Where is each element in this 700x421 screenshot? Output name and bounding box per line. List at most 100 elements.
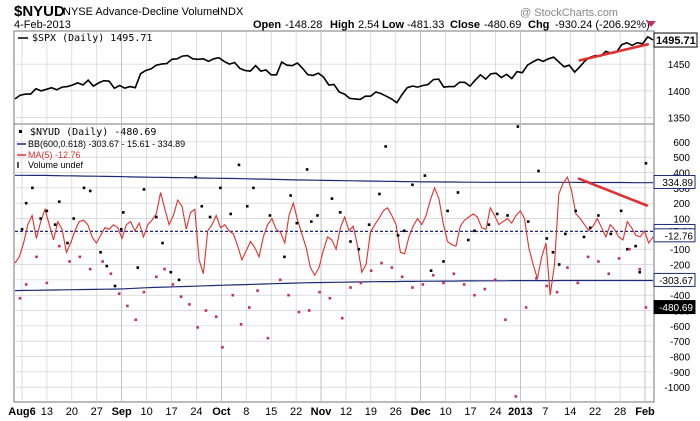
up-volume-dot <box>72 217 76 220</box>
up-volume-dot <box>208 215 212 219</box>
up-volume-dot <box>396 234 400 237</box>
x-axis-label: 28 <box>614 406 626 418</box>
exchange-label: INDX <box>217 6 244 18</box>
down-volume-dot <box>134 318 137 322</box>
up-volume-dot <box>177 278 181 282</box>
up-volume-dot <box>305 168 309 171</box>
down-volume-dot <box>256 289 259 292</box>
down-volume-dot <box>597 260 600 263</box>
x-axis-label: Dec <box>411 406 431 418</box>
down-volume-dot <box>452 272 456 276</box>
down-volume-dot <box>239 323 243 326</box>
down-volume-dot <box>340 316 344 320</box>
down-volume-dot <box>126 304 129 308</box>
quote-bar: Open -148.28 High 2.54 Low -481.33 Close… <box>253 19 656 31</box>
x-axis-label: 10 <box>140 406 152 418</box>
down-volume-dot <box>117 292 121 295</box>
up-volume-dot <box>169 270 173 274</box>
down-volume-dot <box>369 269 373 272</box>
down-volume-dot <box>493 278 497 282</box>
up-volume-dot <box>66 241 69 245</box>
down-volume-dot <box>359 281 363 285</box>
up-volume-dot <box>446 209 449 213</box>
up-volume-dot <box>357 247 361 251</box>
up-volume-dot <box>283 255 286 259</box>
down-volume-dot <box>638 267 642 271</box>
bb-lower-band <box>14 279 653 292</box>
nyud-y-tick-label: 300 <box>673 184 690 195</box>
down-volume-dot <box>607 272 611 276</box>
up-volume-dot <box>537 169 540 173</box>
x-axis-label: Sep <box>112 406 132 418</box>
x-axis-label: 15 <box>265 406 277 418</box>
down-volume-dot <box>155 275 158 279</box>
up-volume-dot <box>237 163 241 167</box>
spx-last-value-tag: 1495.71 <box>656 35 696 47</box>
up-volume-dot <box>142 188 146 191</box>
down-volume-dot <box>628 247 631 251</box>
x-axis-label: 12 <box>340 406 352 418</box>
down-volume-dot <box>462 283 466 286</box>
nyud-y-tick-label: -100 <box>670 245 690 256</box>
down-arrow-icon <box>646 21 656 27</box>
down-volume-dot <box>231 293 235 297</box>
x-axis-labels: Aug6 13 20 27 Sep 10 17 24 Oct 8 15 22 Nov 12 19 26 Dec 1… <box>8 406 655 418</box>
up-volume-dot <box>289 194 292 197</box>
up-volume-dot <box>161 241 164 245</box>
down-volume-dot <box>644 306 648 309</box>
x-axis-label: Feb <box>635 406 655 418</box>
price-tag-box <box>653 175 696 190</box>
close-value: -480.69 <box>484 19 521 31</box>
down-volume-dot <box>109 272 113 276</box>
up-volume-dot <box>155 215 158 219</box>
spx-y-tick-label: 1350 <box>668 114 691 125</box>
x-axis-label: 22 <box>589 406 601 418</box>
gridlines <box>15 32 653 401</box>
nyud-y-tick-label: 400 <box>673 169 690 180</box>
x-axis-label: 24 <box>190 406 202 418</box>
price-tag-label: -12.76 <box>665 231 694 242</box>
down-volume-dot <box>617 257 621 260</box>
up-volume-dot <box>402 229 406 233</box>
up-volume-dot <box>136 266 140 269</box>
up-volume-dot <box>378 192 381 196</box>
down-volume-dot <box>24 283 28 286</box>
symbol-title: $NYUD <box>14 3 65 20</box>
down-volume-dot <box>524 306 528 309</box>
stockcharts-watermark: @ StockCharts.com <box>520 7 618 19</box>
spx-legend-text: $SPX (Daily) 1495.71 <box>32 33 152 44</box>
nyud-y-tick-label: -1000 <box>664 383 690 394</box>
spx-last-value-box <box>653 32 698 48</box>
nyud-y-tick-label: 500 <box>673 153 690 164</box>
down-volume-dot <box>248 306 251 309</box>
x-axis-label: 17 <box>165 406 177 418</box>
ma-legend-text: MA(5) -12.76 <box>28 150 81 160</box>
x-axis-label: 10 <box>440 406 452 418</box>
down-volume-dot <box>400 275 404 279</box>
up-volume-dot <box>423 174 427 177</box>
low-label: Low <box>382 19 404 31</box>
spx-legend: $SPX (Daily) 1495.71 <box>18 33 152 44</box>
nyud-y-tick-label: -200 <box>670 261 690 272</box>
down-volume-dot <box>473 293 476 297</box>
up-volume-dot <box>619 209 623 213</box>
x-axis-label: Oct <box>212 406 231 418</box>
up-volume-dot <box>99 250 102 254</box>
down-volume-dot <box>101 260 104 263</box>
up-volume-dot <box>429 269 433 272</box>
up-volume-dot <box>200 204 204 208</box>
down-volume-dot <box>35 255 38 259</box>
x-axis-label: 20 <box>66 406 78 418</box>
spx-price-line <box>14 35 654 104</box>
up-volume-dot <box>45 209 49 213</box>
up-volume-dot <box>456 191 460 194</box>
x-axis-label: 22 <box>290 406 302 418</box>
up-volume-dot <box>466 238 470 242</box>
up-volume-dot <box>526 220 530 223</box>
up-volume-dot <box>219 186 222 190</box>
down-volume-dot <box>514 395 518 398</box>
down-volume-dot <box>318 290 321 294</box>
nyud-y-tick-label: -400 <box>670 291 690 302</box>
nyud-legend-text: $NYUD (Daily) -480.69 <box>30 127 156 138</box>
